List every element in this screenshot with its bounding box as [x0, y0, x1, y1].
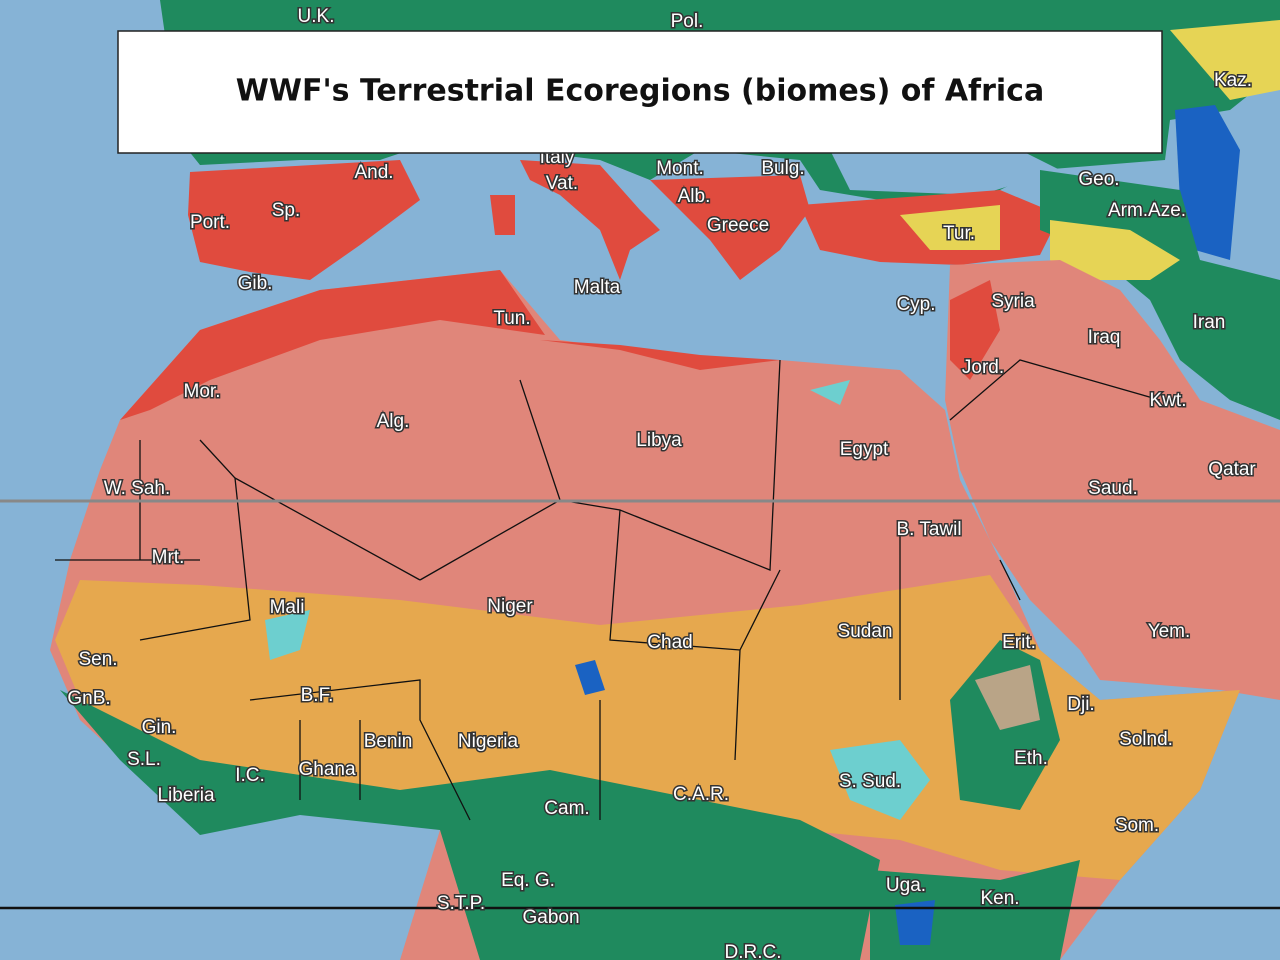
- country-label: Gin.: [142, 717, 177, 738]
- libya-coast: [540, 340, 780, 370]
- country-label: Libya: [636, 430, 682, 451]
- anatolia-steppe: [900, 205, 1000, 250]
- country-label: Uga.: [886, 875, 926, 896]
- montane-grassland: [975, 665, 1040, 730]
- country-label: Alb.: [678, 186, 711, 207]
- sahel: [55, 575, 1240, 880]
- country-label: Mont.: [656, 158, 704, 179]
- country-label: Solnd.: [1119, 729, 1173, 750]
- country-label: Cyp.: [896, 294, 935, 315]
- country-label: B.F.: [301, 685, 334, 706]
- sudd: [830, 740, 930, 820]
- country-label: Geo.: [1078, 169, 1119, 190]
- arabia-desert: [945, 260, 1280, 700]
- country-label: Ken.: [980, 888, 1019, 909]
- sardinia: [490, 195, 515, 235]
- levant: [950, 280, 1000, 380]
- country-label: Vat.: [546, 173, 578, 194]
- country-label: W. Sah.: [104, 478, 171, 499]
- country-label: Cam.: [544, 798, 589, 819]
- country-label: Erit.: [1002, 632, 1036, 653]
- country-label: Kaz.: [1214, 70, 1252, 91]
- country-label: U.K.: [298, 6, 335, 27]
- country-label: Tun.: [493, 308, 530, 329]
- country-label: Bulg.: [761, 158, 804, 179]
- country-label: Egypt: [840, 439, 889, 460]
- country-label: Iraq: [1088, 327, 1121, 348]
- tropical-forest: [60, 690, 880, 960]
- country-label: Benin: [364, 731, 413, 752]
- country-label: Iran: [1193, 312, 1226, 333]
- country-label: And.: [354, 162, 393, 183]
- country-label: D.R.C.: [725, 942, 782, 960]
- title: WWF's Terrestrial Ecoregions (biomes) of…: [236, 74, 1044, 109]
- country-label: Pol.: [671, 11, 704, 32]
- italy: [520, 160, 660, 280]
- country-label: Gabon: [522, 907, 579, 928]
- country-label: S.T.P.: [437, 893, 485, 914]
- country-label: Sp.: [272, 200, 301, 221]
- country-label: Kwt.: [1150, 390, 1187, 411]
- iran-steppe: [1050, 220, 1180, 280]
- country-label: Saud.: [1088, 478, 1138, 499]
- country-label: Yem.: [1148, 621, 1191, 642]
- title-box: [117, 30, 1163, 154]
- niger-delta-inland: [265, 610, 310, 660]
- lake-chad: [575, 660, 605, 695]
- country-label: Sen.: [78, 649, 117, 670]
- country-label: B. Tawil: [896, 519, 961, 540]
- country-label: Eq. G.: [501, 870, 555, 891]
- country-label: I.C.: [235, 765, 265, 786]
- country-label: Nigeria: [458, 731, 519, 752]
- country-label: Mali: [270, 597, 305, 618]
- country-label: Ghana: [298, 759, 355, 780]
- country-label: Syria: [991, 291, 1035, 312]
- country-label: C.A.R.: [673, 784, 729, 805]
- country-label: Eth.: [1014, 748, 1048, 769]
- balkans: [650, 175, 810, 280]
- country-label: Qatar: [1208, 459, 1256, 480]
- country-label: Greece: [707, 215, 769, 236]
- iberia: [188, 160, 420, 280]
- country-label: Mrt.: [152, 547, 185, 568]
- country-label: Port.: [190, 212, 230, 233]
- country-label: S.L.: [127, 749, 161, 770]
- country-label: Malta: [574, 277, 621, 298]
- steppe: [1170, 20, 1280, 100]
- country-label: Mor.: [184, 381, 221, 402]
- country-label: Alg.: [377, 411, 410, 432]
- country-label: Jord.: [962, 357, 1004, 378]
- qattara: [810, 380, 850, 405]
- caspian-sea: [1175, 105, 1240, 260]
- country-label: S. Sud.: [839, 771, 901, 792]
- country-label: GnB.: [67, 688, 110, 709]
- country-label: Dji.: [1067, 694, 1094, 715]
- country-label: Tur.: [943, 223, 975, 244]
- country-label: Sudan: [838, 621, 893, 642]
- lake-victoria: [895, 900, 935, 945]
- maghreb: [120, 270, 545, 420]
- country-label: Gib.: [238, 273, 273, 294]
- country-label: Som.: [1115, 815, 1159, 836]
- country-label: Niger: [487, 596, 533, 617]
- country-label: Arm.Aze.: [1108, 200, 1186, 221]
- country-label: Chad: [647, 632, 692, 653]
- country-label: Liberia: [157, 785, 214, 806]
